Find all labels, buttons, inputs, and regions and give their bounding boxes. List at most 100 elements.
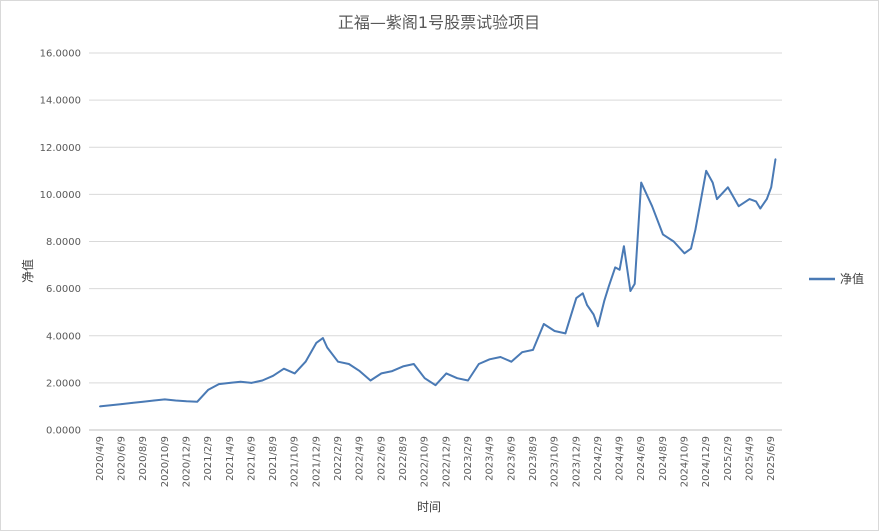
data-point [737,205,740,207]
x-tick-label: 2022/2/9 [333,436,344,481]
data-point [521,351,523,354]
data-point [543,323,545,325]
legend: 净值 [809,271,864,286]
data-point [510,360,513,363]
legend-label: 净值 [840,271,864,286]
data-point [586,304,588,306]
x-tick-label: 2023/8/9 [528,436,539,481]
data-point [348,363,350,365]
data-point [633,283,636,285]
data-point [748,198,751,200]
data-point [690,247,692,250]
x-tick-label: 2020/6/9 [116,436,127,481]
x-tick-label: 2022/12/9 [441,436,452,487]
x-tick-label: 2020/4/9 [95,436,106,481]
data-point [293,372,296,375]
data-point [131,402,134,404]
data-point [391,370,394,372]
x-tick-label: 2021/12/9 [311,436,322,487]
x-tick-label: 2020/8/9 [138,436,149,481]
x-tick-label: 2023/6/9 [506,436,517,481]
data-point [701,193,703,196]
data-point [640,181,642,184]
data-point [662,233,664,236]
x-tick-label: 2023/2/9 [463,436,474,481]
x-tick-label: 2022/4/9 [355,436,366,481]
y-tick-labels: 0.0000 2.0000 4.0000 6.0000 8.0000 10.0000 12.… [40,49,81,437]
data-point [250,382,253,384]
data-point [603,299,606,302]
x-tick-label: 2021/2/9 [203,436,214,481]
data-point [564,332,567,335]
data-point [683,252,686,255]
data-point [229,382,231,384]
x-tick-label: 2024/6/9 [636,436,647,481]
x-tick-label: 2024/2/9 [593,436,604,481]
x-tick-label: 2022/8/9 [398,436,409,481]
data-point [337,360,339,363]
chart-title: 正福—紫阁1号股票试验项目 [338,13,540,32]
data-point [623,245,625,247]
data-point [402,365,404,368]
y-tick-label: 4.0000 [46,331,81,342]
data-point [434,384,437,387]
data-point [322,337,324,339]
y-tick-label: 2.0000 [46,378,81,389]
gridlines [89,52,782,384]
data-point [283,367,285,370]
data-point [358,370,361,372]
x-tick-label: 2022/10/9 [420,436,431,487]
data-point [207,389,209,391]
data-point [774,158,777,160]
y-tick-label: 10.0000 [40,190,81,201]
x-tick-label: 2025/4/9 [745,436,756,481]
data-point [423,377,426,380]
series-layer [99,158,777,408]
x-tick-label: 2020/10/9 [160,436,171,487]
data-point [120,403,123,405]
x-tick-label: 2022/6/9 [376,436,387,481]
data-point [196,400,199,403]
x-tick-label: 2023/12/9 [571,436,582,487]
data-point [272,375,274,377]
data-point [582,292,584,295]
x-tick-label: 2020/12/9 [181,436,192,487]
data-point [239,380,242,383]
x-tick-label: 2024/10/9 [680,436,691,487]
data-point [608,285,610,288]
data-point [716,198,718,200]
x-tick-label: 2023/10/9 [550,436,561,487]
data-point [532,349,534,351]
data-point [592,313,595,316]
x-tick-label: 2021/6/9 [246,436,257,481]
y-tick-label: 0.0000 [46,426,81,437]
y-tick-label: 8.0000 [46,237,81,248]
data-point [711,181,714,184]
x-tick-label: 2023/4/9 [485,436,496,481]
data-point [614,266,616,269]
data-point [326,346,329,349]
data-point [575,297,578,299]
data-point [755,200,757,203]
data-point [766,198,768,200]
x-tick-label: 2021/10/9 [290,436,301,487]
x-tick-label: 2021/4/9 [225,436,236,481]
data-point [488,358,491,361]
data-point [109,404,112,407]
data-point [467,379,469,382]
data-point [727,186,729,189]
x-tick-label: 2021/8/9 [268,436,279,481]
data-point [651,205,653,207]
data-point [380,372,383,375]
data-point [456,377,459,380]
data-point [629,290,632,292]
data-point [694,228,697,231]
data-point [646,195,649,198]
data-point [164,398,166,401]
data-point [261,379,264,382]
x-tick-label: 2024/4/9 [615,436,626,481]
data-point [499,356,502,358]
data-point [478,363,480,365]
data-point [369,379,372,382]
